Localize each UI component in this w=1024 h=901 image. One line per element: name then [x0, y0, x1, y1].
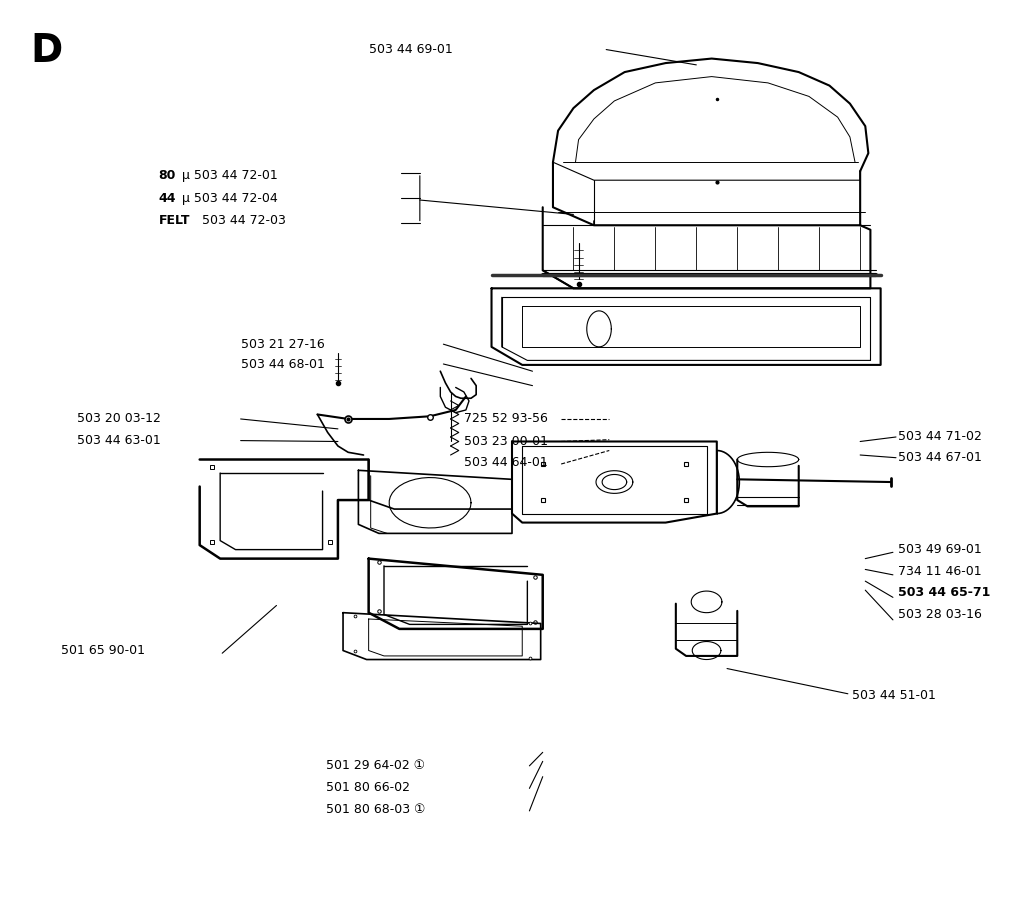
Text: 503 44 64-01: 503 44 64-01 — [464, 456, 548, 469]
Text: 503 44 68-01: 503 44 68-01 — [241, 359, 325, 371]
Text: 503 44 72-03: 503 44 72-03 — [202, 214, 286, 227]
Text: 44: 44 — [159, 192, 176, 205]
Text: μ 503 44 72-01: μ 503 44 72-01 — [182, 169, 279, 182]
Text: D: D — [31, 32, 62, 69]
Text: 503 44 69-01: 503 44 69-01 — [369, 43, 453, 56]
Text: 734 11 46-01: 734 11 46-01 — [898, 565, 982, 578]
Text: 503 44 71-02: 503 44 71-02 — [898, 431, 982, 443]
Text: 725 52 93-56: 725 52 93-56 — [464, 413, 548, 425]
Text: 503 23 00-01: 503 23 00-01 — [464, 435, 548, 448]
Text: 503 44 51-01: 503 44 51-01 — [852, 689, 936, 702]
Text: 501 80 66-02: 501 80 66-02 — [326, 781, 410, 794]
Text: 503 21 27-16: 503 21 27-16 — [241, 338, 325, 350]
Text: 501 29 64-02 ①: 501 29 64-02 ① — [326, 760, 425, 772]
Text: 503 44 67-01: 503 44 67-01 — [898, 451, 982, 464]
Text: 501 65 90-01: 501 65 90-01 — [61, 644, 145, 657]
Text: 503 20 03-12: 503 20 03-12 — [77, 413, 161, 425]
Text: 501 80 68-03 ①: 501 80 68-03 ① — [326, 803, 425, 815]
Text: 503 44 65-71: 503 44 65-71 — [898, 587, 990, 599]
Text: 80: 80 — [159, 169, 176, 182]
Text: μ 503 44 72-04: μ 503 44 72-04 — [182, 192, 279, 205]
Text: 503 49 69-01: 503 49 69-01 — [898, 543, 982, 556]
Text: 503 28 03-16: 503 28 03-16 — [898, 608, 982, 621]
Text: 503 44 63-01: 503 44 63-01 — [77, 434, 161, 447]
Text: FELT: FELT — [159, 214, 190, 227]
